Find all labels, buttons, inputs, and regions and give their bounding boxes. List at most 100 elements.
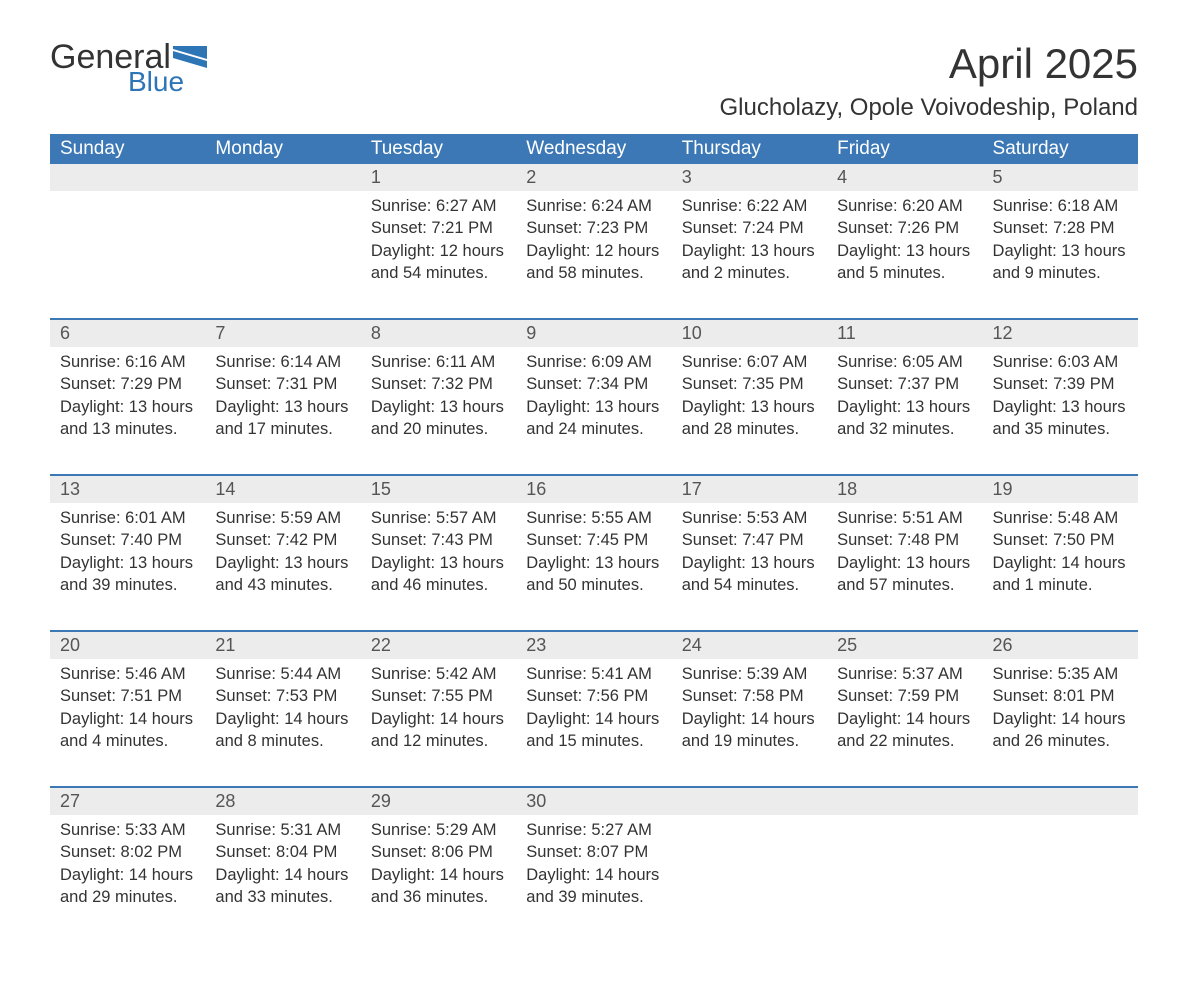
day-content-cell: Sunrise: 5:41 AMSunset: 7:56 PMDaylight:… — [516, 659, 671, 787]
day-number-cell: 5 — [983, 164, 1138, 191]
day-content-cell: Sunrise: 6:18 AMSunset: 7:28 PMDaylight:… — [983, 191, 1138, 319]
day-number-cell: 24 — [672, 631, 827, 659]
day-number-cell: 15 — [361, 475, 516, 503]
sunrise-line: Sunrise: 6:07 AM — [682, 351, 817, 373]
day-content-cell: Sunrise: 6:03 AMSunset: 7:39 PMDaylight:… — [983, 347, 1138, 475]
day-number-cell — [205, 164, 360, 191]
day-number-cell: 4 — [827, 164, 982, 191]
daylight-line: Daylight: 14 hours and 19 minutes. — [682, 708, 817, 753]
day-content-cell — [672, 815, 827, 943]
sunrise-line: Sunrise: 5:57 AM — [371, 507, 506, 529]
sunrise-line: Sunrise: 5:48 AM — [993, 507, 1128, 529]
daylight-line: Daylight: 14 hours and 8 minutes. — [215, 708, 350, 753]
sunrise-line: Sunrise: 5:31 AM — [215, 819, 350, 841]
sunset-line: Sunset: 7:45 PM — [526, 529, 661, 551]
sunrise-line: Sunrise: 6:20 AM — [837, 195, 972, 217]
day-content-cell: Sunrise: 5:59 AMSunset: 7:42 PMDaylight:… — [205, 503, 360, 631]
sunrise-line: Sunrise: 6:18 AM — [993, 195, 1128, 217]
day-content-cell — [205, 191, 360, 319]
week-content-row: Sunrise: 6:27 AMSunset: 7:21 PMDaylight:… — [50, 191, 1138, 319]
day-number-cell: 13 — [50, 475, 205, 503]
day-number-cell: 20 — [50, 631, 205, 659]
day-number-cell: 18 — [827, 475, 982, 503]
day-content-cell: Sunrise: 5:55 AMSunset: 7:45 PMDaylight:… — [516, 503, 671, 631]
sunset-line: Sunset: 7:47 PM — [682, 529, 817, 551]
day-content-cell: Sunrise: 5:57 AMSunset: 7:43 PMDaylight:… — [361, 503, 516, 631]
sunrise-line: Sunrise: 6:01 AM — [60, 507, 195, 529]
week-content-row: Sunrise: 6:01 AMSunset: 7:40 PMDaylight:… — [50, 503, 1138, 631]
sunrise-line: Sunrise: 6:05 AM — [837, 351, 972, 373]
sunrise-line: Sunrise: 5:37 AM — [837, 663, 972, 685]
sunrise-line: Sunrise: 5:53 AM — [682, 507, 817, 529]
daylight-line: Daylight: 13 hours and 17 minutes. — [215, 396, 350, 441]
sunset-line: Sunset: 7:37 PM — [837, 373, 972, 395]
sunset-line: Sunset: 8:06 PM — [371, 841, 506, 863]
day-number-cell: 6 — [50, 319, 205, 347]
daylight-line: Daylight: 13 hours and 54 minutes. — [682, 552, 817, 597]
day-number-cell — [827, 787, 982, 815]
calendar-table: Sunday Monday Tuesday Wednesday Thursday… — [50, 134, 1138, 943]
sunset-line: Sunset: 7:21 PM — [371, 217, 506, 239]
day-content-cell: Sunrise: 6:11 AMSunset: 7:32 PMDaylight:… — [361, 347, 516, 475]
day-content-cell: Sunrise: 5:33 AMSunset: 8:02 PMDaylight:… — [50, 815, 205, 943]
day-content-cell: Sunrise: 5:31 AMSunset: 8:04 PMDaylight:… — [205, 815, 360, 943]
title-block: April 2025 Glucholazy, Opole Voivodeship… — [720, 40, 1139, 122]
daylight-line: Daylight: 13 hours and 43 minutes. — [215, 552, 350, 597]
day-number-cell: 28 — [205, 787, 360, 815]
sunset-line: Sunset: 8:02 PM — [60, 841, 195, 863]
day-number-cell: 17 — [672, 475, 827, 503]
day-content-cell: Sunrise: 6:14 AMSunset: 7:31 PMDaylight:… — [205, 347, 360, 475]
daylight-line: Daylight: 13 hours and 46 minutes. — [371, 552, 506, 597]
day-number-cell: 23 — [516, 631, 671, 659]
sunset-line: Sunset: 7:26 PM — [837, 217, 972, 239]
sunrise-line: Sunrise: 6:03 AM — [993, 351, 1128, 373]
sunset-line: Sunset: 7:34 PM — [526, 373, 661, 395]
sunset-line: Sunset: 7:29 PM — [60, 373, 195, 395]
day-content-cell: Sunrise: 5:35 AMSunset: 8:01 PMDaylight:… — [983, 659, 1138, 787]
day-content-cell: Sunrise: 6:09 AMSunset: 7:34 PMDaylight:… — [516, 347, 671, 475]
week-daynum-row: 20212223242526 — [50, 631, 1138, 659]
sunset-line: Sunset: 7:35 PM — [682, 373, 817, 395]
location-subtitle: Glucholazy, Opole Voivodeship, Poland — [720, 94, 1139, 122]
sunset-line: Sunset: 7:28 PM — [993, 217, 1128, 239]
day-number-cell: 8 — [361, 319, 516, 347]
day-number-cell: 11 — [827, 319, 982, 347]
sunset-line: Sunset: 7:59 PM — [837, 685, 972, 707]
day-content-cell — [50, 191, 205, 319]
day-number-cell: 16 — [516, 475, 671, 503]
day-content-cell — [827, 815, 982, 943]
sunset-line: Sunset: 7:43 PM — [371, 529, 506, 551]
week-daynum-row: 27282930 — [50, 787, 1138, 815]
sunset-line: Sunset: 8:07 PM — [526, 841, 661, 863]
day-content-cell: Sunrise: 6:20 AMSunset: 7:26 PMDaylight:… — [827, 191, 982, 319]
sunrise-line: Sunrise: 5:41 AM — [526, 663, 661, 685]
sunset-line: Sunset: 7:42 PM — [215, 529, 350, 551]
day-content-cell: Sunrise: 5:53 AMSunset: 7:47 PMDaylight:… — [672, 503, 827, 631]
day-number-cell: 26 — [983, 631, 1138, 659]
sunrise-line: Sunrise: 5:44 AM — [215, 663, 350, 685]
daylight-line: Daylight: 14 hours and 33 minutes. — [215, 864, 350, 909]
sunset-line: Sunset: 7:23 PM — [526, 217, 661, 239]
sunrise-line: Sunrise: 5:27 AM — [526, 819, 661, 841]
day-number-cell: 12 — [983, 319, 1138, 347]
daylight-line: Daylight: 13 hours and 2 minutes. — [682, 240, 817, 285]
day-content-cell: Sunrise: 5:39 AMSunset: 7:58 PMDaylight:… — [672, 659, 827, 787]
daylight-line: Daylight: 14 hours and 26 minutes. — [993, 708, 1128, 753]
sunset-line: Sunset: 7:56 PM — [526, 685, 661, 707]
daylight-line: Daylight: 13 hours and 9 minutes. — [993, 240, 1128, 285]
day-content-cell: Sunrise: 5:37 AMSunset: 7:59 PMDaylight:… — [827, 659, 982, 787]
page-header: General Blue April 2025 Glucholazy, Opol… — [50, 40, 1138, 122]
day-content-cell: Sunrise: 5:51 AMSunset: 7:48 PMDaylight:… — [827, 503, 982, 631]
daylight-line: Daylight: 13 hours and 20 minutes. — [371, 396, 506, 441]
sunrise-line: Sunrise: 5:29 AM — [371, 819, 506, 841]
daylight-line: Daylight: 13 hours and 39 minutes. — [60, 552, 195, 597]
day-header: Tuesday — [361, 134, 516, 164]
week-daynum-row: 13141516171819 — [50, 475, 1138, 503]
day-header: Wednesday — [516, 134, 671, 164]
day-header: Friday — [827, 134, 982, 164]
day-header: Monday — [205, 134, 360, 164]
sunset-line: Sunset: 7:39 PM — [993, 373, 1128, 395]
day-content-cell: Sunrise: 6:27 AMSunset: 7:21 PMDaylight:… — [361, 191, 516, 319]
day-number-cell: 21 — [205, 631, 360, 659]
month-title: April 2025 — [720, 40, 1139, 88]
